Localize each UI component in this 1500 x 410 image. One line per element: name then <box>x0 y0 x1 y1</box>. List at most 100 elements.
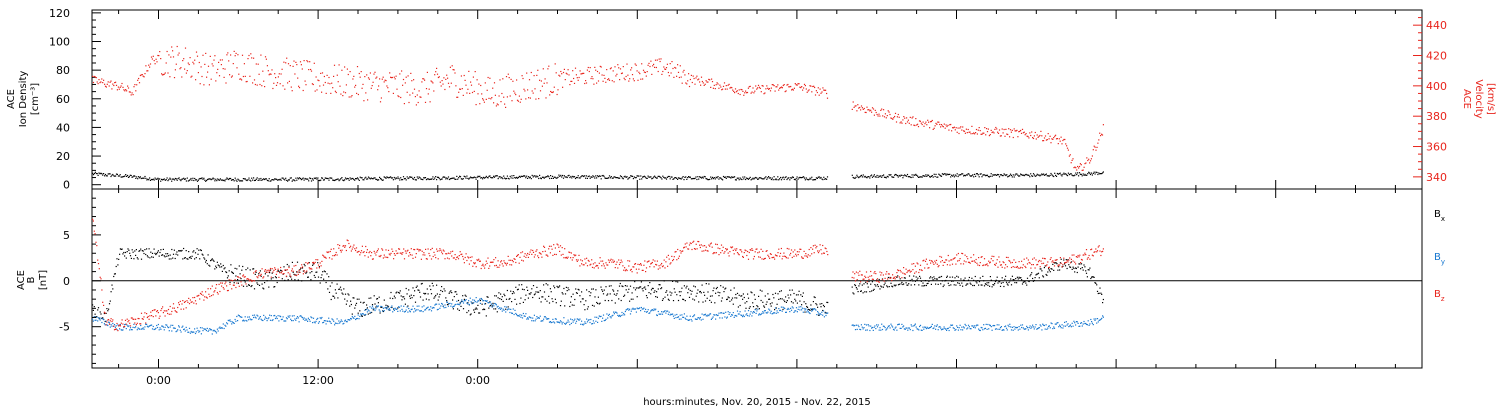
data-point <box>772 293 774 296</box>
data-point <box>212 259 214 261</box>
data-point <box>1021 324 1024 326</box>
data-point <box>702 318 704 320</box>
data-point <box>657 175 659 177</box>
data-point <box>92 220 94 222</box>
data-point <box>528 293 530 295</box>
data-point <box>597 317 599 319</box>
data-point <box>386 176 388 178</box>
data-point <box>528 316 530 318</box>
data-point <box>652 177 654 179</box>
data-point <box>1028 174 1030 176</box>
data-point <box>900 121 902 123</box>
data-point <box>532 92 534 94</box>
data-point <box>310 177 312 180</box>
data-point <box>1052 263 1054 265</box>
data-point <box>451 303 453 305</box>
data-point <box>163 178 165 180</box>
data-point <box>919 277 922 279</box>
data-point <box>233 322 235 324</box>
data-point <box>769 309 771 311</box>
data-point <box>287 315 289 317</box>
data-point <box>592 320 594 322</box>
data-point <box>600 66 602 68</box>
data-point <box>517 100 519 102</box>
data-point <box>541 296 543 298</box>
data-point <box>762 301 764 303</box>
data-point <box>1078 325 1080 327</box>
data-point <box>256 177 258 179</box>
data-point <box>769 177 772 179</box>
data-point <box>153 60 155 62</box>
data-point <box>505 106 507 108</box>
data-point <box>182 325 184 327</box>
data-point <box>128 319 130 322</box>
data-point <box>264 86 266 88</box>
data-point <box>110 175 112 178</box>
data-point <box>206 297 208 299</box>
data-point <box>339 85 341 87</box>
data-point <box>610 317 612 319</box>
data-point <box>363 301 365 303</box>
data-point <box>991 329 993 331</box>
data-point <box>945 328 947 330</box>
data-point <box>614 302 616 304</box>
data-point <box>925 284 927 287</box>
data-point <box>922 175 924 177</box>
data-point <box>545 176 547 178</box>
data-point <box>616 312 618 314</box>
data-point <box>826 178 828 180</box>
data-point <box>355 318 358 320</box>
data-point <box>752 177 754 179</box>
data-point <box>294 73 296 75</box>
data-point <box>573 319 575 322</box>
data-point <box>677 316 680 318</box>
data-point <box>771 302 773 304</box>
data-point <box>134 327 136 329</box>
data-point <box>584 175 586 177</box>
data-point <box>750 311 752 313</box>
data-point <box>210 288 212 290</box>
data-point <box>714 178 716 180</box>
data-point <box>388 177 390 179</box>
data-point <box>300 64 302 66</box>
data-point <box>197 72 199 74</box>
data-point <box>1045 273 1047 276</box>
data-point <box>258 272 261 274</box>
data-point <box>475 178 477 180</box>
data-point <box>547 284 549 286</box>
data-point <box>573 77 575 80</box>
data-point <box>882 175 884 177</box>
data-point <box>177 178 179 180</box>
data-point <box>761 312 763 314</box>
data-point <box>651 287 653 289</box>
data-point <box>897 113 899 116</box>
data-point <box>346 300 348 302</box>
data-point <box>793 311 795 313</box>
data-point <box>951 174 953 176</box>
data-point <box>810 178 812 180</box>
data-point <box>823 89 825 91</box>
data-point <box>607 293 609 295</box>
data-point <box>856 110 858 112</box>
data-point <box>705 80 707 82</box>
data-point <box>519 176 521 178</box>
data-point <box>109 320 111 322</box>
data-point <box>492 177 494 179</box>
data-point <box>375 77 377 79</box>
data-point <box>787 83 789 86</box>
data-point <box>465 299 467 301</box>
data-point <box>978 328 980 330</box>
data-point <box>419 96 421 98</box>
data-point <box>253 272 255 274</box>
data-point <box>469 177 471 179</box>
data-point <box>393 309 395 311</box>
data-point <box>402 179 404 181</box>
data-point <box>371 307 373 309</box>
data-point <box>410 72 412 74</box>
data-point <box>641 308 643 310</box>
data-point <box>260 318 262 320</box>
data-point <box>305 84 307 86</box>
data-point <box>614 66 616 68</box>
data-point <box>534 320 536 322</box>
data-point <box>925 174 927 176</box>
